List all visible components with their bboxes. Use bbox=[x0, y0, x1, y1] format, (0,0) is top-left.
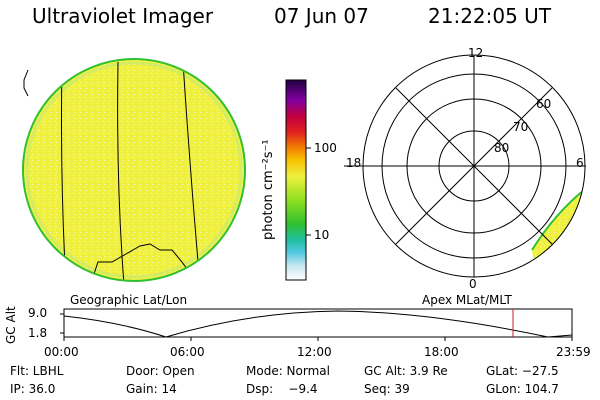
gain-info: Gain: 14 bbox=[126, 382, 177, 396]
colorbar-tick-100: 100 bbox=[314, 141, 337, 155]
colorbar bbox=[285, 79, 311, 281]
colorbar-tick-10: 10 bbox=[314, 228, 330, 242]
glon-info: GLon: 104.7 bbox=[486, 382, 559, 396]
altitude-ytick-9: 9.0 bbox=[28, 306, 48, 320]
altitude-xtick-0600: 06:00 bbox=[170, 345, 205, 359]
lat-label-70: 70 bbox=[513, 120, 529, 134]
glat-info: GLat: −27.5 bbox=[486, 364, 559, 378]
lat-label-60: 60 bbox=[536, 97, 552, 111]
door-info: Door: Open bbox=[126, 364, 195, 378]
dsp-info: Dsp: −9.4 bbox=[246, 382, 318, 396]
altitude-xtick-0000: 00:00 bbox=[44, 345, 79, 359]
altitude-ytick-1: 1.8 bbox=[28, 326, 48, 340]
mlt-label-18: 18 bbox=[346, 156, 362, 170]
lat-label-80: 80 bbox=[494, 141, 510, 155]
instrument-title: Ultraviolet Imager bbox=[32, 4, 214, 28]
colorbar-unit-label: photon cm⁻²s⁻¹ bbox=[261, 139, 276, 240]
gc-alt-info: GC Alt: 3.9 Re bbox=[364, 364, 448, 378]
altitude-ylabel: GC Alt bbox=[4, 306, 18, 344]
altitude-xtick-1200: 12:00 bbox=[297, 345, 332, 359]
mlt-label-6: 6 bbox=[576, 156, 584, 170]
geo-panel-caption: Geographic Lat/Lon bbox=[70, 293, 188, 307]
seq-info: Seq: 39 bbox=[364, 382, 410, 396]
geographic-disk bbox=[22, 58, 246, 282]
date-label: 07 Jun 07 bbox=[274, 4, 369, 28]
polar-plot bbox=[344, 54, 586, 278]
ip-info: IP: 36.0 bbox=[10, 382, 56, 396]
altitude-xtick-1800: 18:00 bbox=[424, 345, 459, 359]
time-label: 21:22:05 UT bbox=[428, 4, 552, 28]
mlt-label-12: 12 bbox=[468, 46, 484, 60]
mode-info: Mode: Normal bbox=[246, 364, 330, 378]
polar-panel-caption: Apex MLat/MLT bbox=[422, 293, 512, 307]
mlt-label-0: 0 bbox=[469, 277, 477, 291]
altitude-plot bbox=[60, 308, 573, 341]
filter-info: Flt: LBHL bbox=[10, 364, 64, 378]
altitude-xtick-2359: 23:59 bbox=[556, 345, 591, 359]
